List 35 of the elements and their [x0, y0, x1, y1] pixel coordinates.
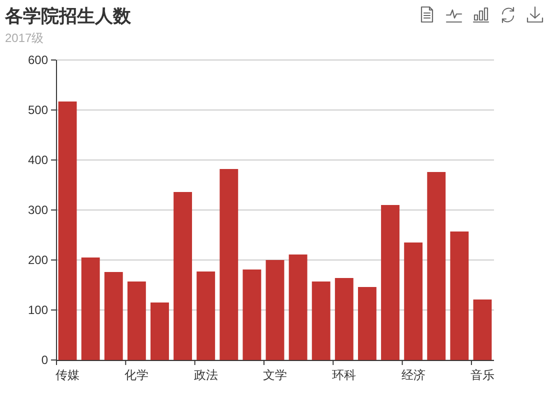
bar [196, 272, 216, 360]
bar [266, 260, 284, 360]
y-tick-label: 400 [28, 153, 48, 167]
bar [127, 282, 146, 360]
bar [381, 205, 400, 360]
y-tick-label: 600 [28, 53, 48, 67]
bar [473, 300, 492, 360]
bar [358, 287, 376, 360]
x-tick-label: 经济 [401, 368, 426, 382]
chart-subtitle: 2017级 [5, 31, 44, 45]
bar [104, 272, 123, 360]
bar [450, 232, 469, 360]
y-tick-label: 200 [28, 253, 48, 267]
bar [150, 302, 169, 360]
bar [81, 258, 100, 360]
bar [427, 172, 446, 360]
bar [242, 270, 262, 360]
x-tick-label: 文学 [263, 368, 287, 382]
bar [58, 102, 77, 360]
y-tick-label: 300 [28, 203, 48, 217]
bar [174, 192, 192, 360]
x-tick-label: 化学 [124, 368, 149, 382]
bar [334, 278, 354, 360]
x-tick-label: 环科 [332, 368, 356, 382]
bar [404, 242, 423, 360]
x-tick-label: 政法 [194, 368, 218, 382]
bar [220, 169, 238, 360]
y-tick-label: 0 [41, 353, 48, 367]
y-tick-label: 500 [28, 103, 48, 117]
x-tick-label: 传媒 [56, 368, 80, 382]
bar [288, 254, 308, 360]
chart-title: 各学院招生人数 [4, 6, 132, 26]
x-tick-label: 音乐 [470, 368, 494, 382]
bar [312, 282, 330, 360]
y-tick-label: 100 [28, 303, 48, 317]
